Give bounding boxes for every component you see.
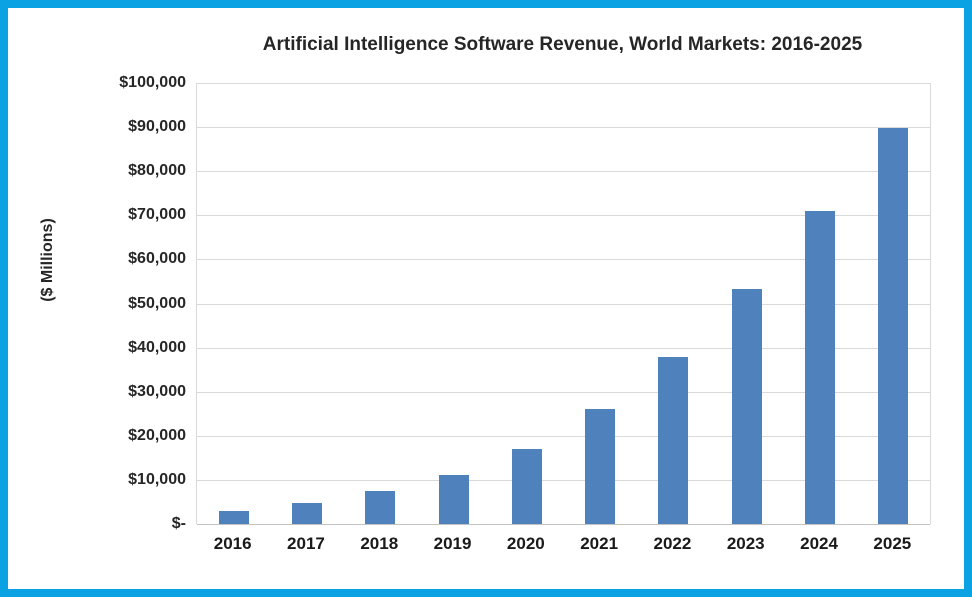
x-tick-label-2022: 2022: [653, 534, 692, 553]
y-axis-title: ($ Millions): [39, 218, 56, 302]
y-tick-label: $30,000: [128, 382, 186, 400]
bar-category-2024: [783, 83, 856, 524]
y-tick-label: $10,000: [128, 470, 186, 488]
gridline: [197, 259, 930, 261]
bar-2021: [585, 409, 616, 524]
bar-2017: [291, 502, 322, 524]
y-tick-label: $80,000: [128, 162, 186, 180]
bar-2025: [878, 127, 909, 524]
bar-category-2018: [344, 83, 417, 524]
y-tick-label: $90,000: [128, 118, 186, 136]
bar-2023: [731, 289, 762, 524]
x-axis-tick-labels: 2016 2017 2018 2019 2020 2021 2022 2023 2024 2025: [196, 534, 929, 554]
bar-2019: [438, 475, 469, 524]
bar-category-2025: [857, 83, 930, 524]
bar-category-2016: [197, 83, 270, 524]
bar-category-2021: [563, 83, 636, 524]
gridline: [197, 215, 930, 217]
y-tick-label: $50,000: [128, 294, 186, 312]
x-tick-label-2019: 2019: [433, 534, 472, 553]
y-tick-label: $-: [171, 515, 186, 532]
plot-area: [196, 83, 931, 525]
x-tick-label-2023: 2023: [726, 534, 765, 553]
y-tick-label: $20,000: [128, 426, 186, 444]
gridline: [197, 171, 930, 173]
gridline: [197, 479, 930, 481]
y-tick-label: $70,000: [128, 206, 186, 224]
bar-category-2019: [417, 83, 490, 524]
y-tick-label: $60,000: [128, 250, 186, 268]
bar-category-2020: [490, 83, 563, 524]
bar-category-2017: [270, 83, 343, 524]
x-tick-label-2018: 2018: [360, 534, 399, 553]
x-tick-label-2021: 2021: [580, 534, 619, 553]
bar-category-2022: [637, 83, 710, 524]
gridline: [197, 347, 930, 349]
y-tick-label: $100,000: [119, 74, 186, 91]
x-axis-line: [197, 524, 930, 525]
bar-2020: [511, 449, 542, 524]
x-tick-label-2016: 2016: [213, 534, 252, 553]
bar-2016: [218, 510, 249, 524]
bar-category-2023: [710, 83, 783, 524]
y-tick-label: $40,000: [128, 338, 186, 356]
gridline: [197, 303, 930, 305]
gridline: [197, 83, 930, 84]
chart-title: Artificial Intelligence Software Revenue…: [262, 34, 863, 55]
gridline: [197, 127, 930, 129]
x-tick-label-2017: 2017: [287, 534, 325, 553]
bar-series: [197, 83, 930, 524]
gridline: [197, 391, 930, 393]
bar-2018: [365, 491, 396, 524]
bar-2024: [805, 210, 836, 524]
x-tick-label-2025: 2025: [873, 534, 912, 553]
gridline: [197, 435, 930, 437]
bar-2022: [658, 357, 689, 524]
x-tick-label-2020: 2020: [506, 534, 545, 553]
x-tick-label-2024: 2024: [800, 534, 838, 553]
